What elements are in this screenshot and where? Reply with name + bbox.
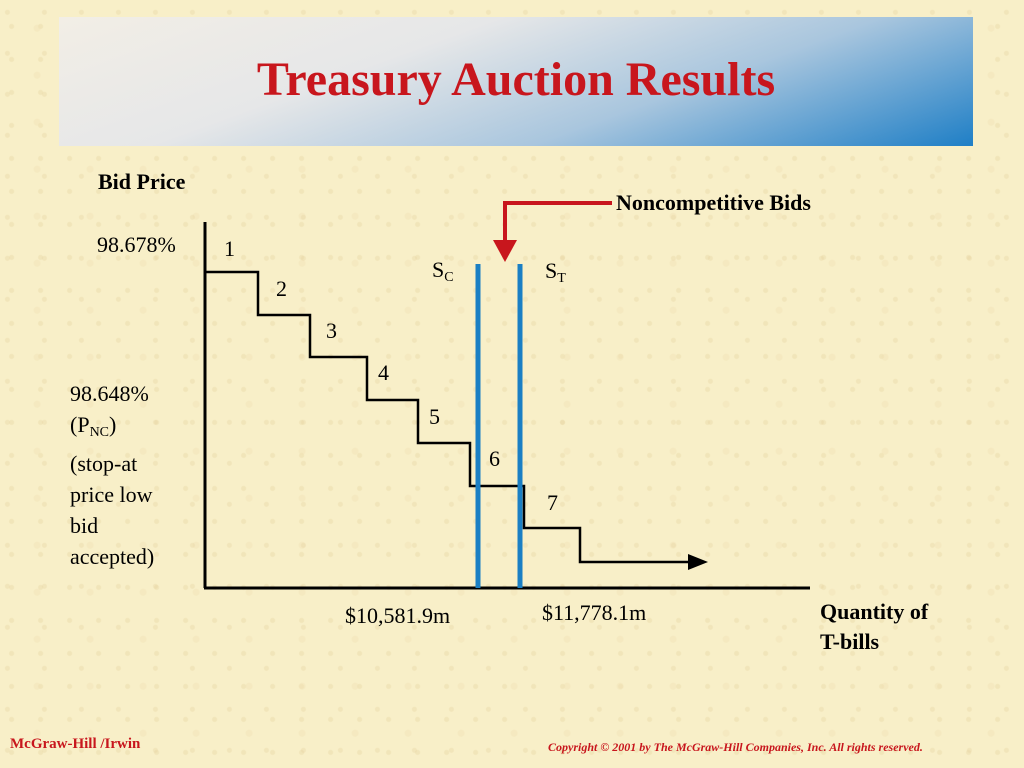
stopat-line-3: bid (70, 513, 99, 538)
step-label-1: 1 (224, 236, 235, 261)
supply-total-label: ST (545, 258, 566, 286)
x-axis-label: Quantity of T-bills (820, 599, 929, 654)
price-low-label: 98.648% (70, 381, 149, 406)
price-low-annotation: 98.648% (PNC) (stop-at price low bid acc… (70, 378, 190, 572)
bid-step-curve (205, 270, 690, 564)
price-high-label: 98.678% (97, 232, 176, 257)
step-label-2: 2 (276, 276, 287, 301)
stopat-line-4: accepted) (70, 544, 155, 569)
supply-competitive-label: SC (432, 257, 454, 285)
step-label-3: 3 (326, 318, 337, 343)
noncompetitive-bids-label: Noncompetitive Bids (616, 190, 811, 215)
stopat-line-2: price low (70, 482, 153, 507)
step-label-7: 7 (547, 490, 558, 515)
noncompetitive-arrow-head (493, 240, 517, 262)
title-banner: Treasury Auction Results (59, 17, 973, 146)
page-title: Treasury Auction Results (256, 53, 776, 106)
y-axis-label: Bid Price (98, 169, 186, 194)
step-label-4: 4 (378, 360, 389, 385)
noncompetitive-arrow (503, 201, 612, 242)
qty-total-label: $11,778.1m (542, 600, 647, 625)
step-label-6: 6 (489, 446, 500, 471)
p-nc-label: (PNC) (70, 412, 117, 440)
footer-copyright: Copyright © 2001 by The McGraw-Hill Comp… (548, 740, 923, 754)
stopat-line-1: (stop-at (70, 451, 138, 476)
footer-publisher: McGraw-Hill /Irwin (10, 736, 141, 752)
demand-arrow-head (688, 554, 708, 570)
qty-competitive-label: $10,581.9m (345, 603, 451, 628)
step-label-5: 5 (429, 404, 440, 429)
